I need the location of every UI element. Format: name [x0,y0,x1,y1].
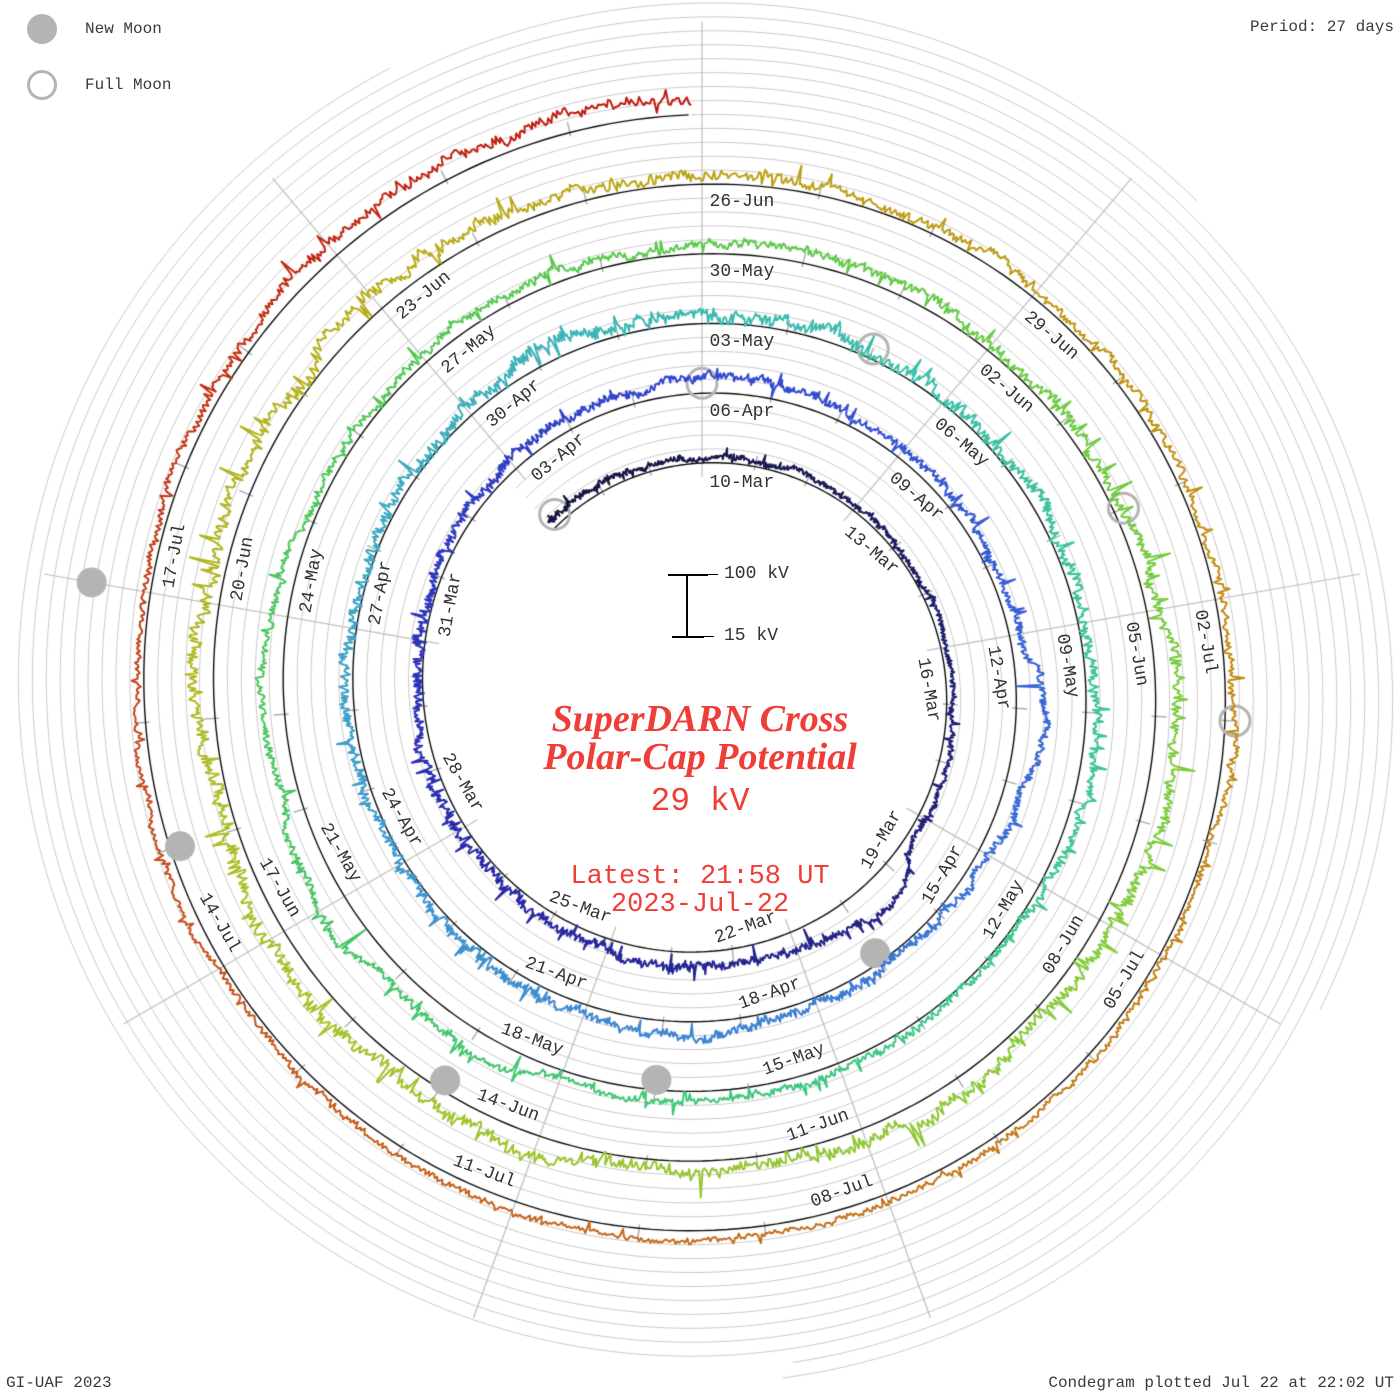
legend-row-full-moon: Full Moon [27,68,171,102]
new-moon-icon [27,14,57,44]
legend-row-new-moon: New Moon [27,12,162,46]
scale-bottom-label: 15 kV [724,626,779,646]
scale-bar-stem [686,575,688,638]
plotted-timestamp-label: Condegram plotted Jul 22 at 22:02 UT [1048,1374,1394,1392]
latest-time: Latest: 21:58 UT [570,862,830,892]
scale-bar-bottom-cap [672,636,704,638]
chart-title-line2: Polar-Cap Potential [543,736,857,778]
credit-label: GI-UAF 2023 [6,1374,112,1392]
new-moon-label: New Moon [85,20,162,38]
full-moon-label: Full Moon [85,76,172,94]
scale-bar-top-leader [708,574,718,575]
scale-bar-top-cap [668,574,708,576]
scale-top-label: 100 kV [724,564,789,584]
latest-date: 2023-Jul-22 [610,890,790,920]
period-label: Period: 27 days [1249,18,1394,36]
full-moon-icon [27,70,57,100]
chart-title-line1: SuperDARN Cross [551,698,849,740]
scale-bar-bottom-leader [704,636,714,637]
current-value: 29 kV [650,783,750,820]
